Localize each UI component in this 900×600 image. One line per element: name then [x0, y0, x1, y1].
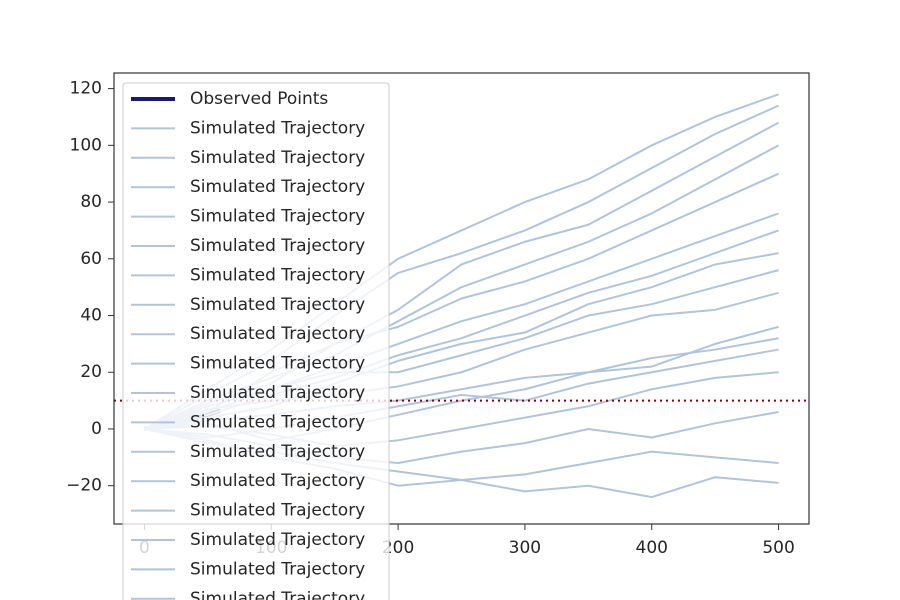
legend-label: Simulated Trajectory [190, 295, 365, 315]
legend-label: Simulated Trajectory [190, 559, 365, 579]
legend-label: Simulated Trajectory [190, 148, 365, 168]
legend-label: Simulated Trajectory [190, 324, 365, 344]
legend-label: Simulated Trajectory [190, 471, 365, 491]
legend-label: Simulated Trajectory [190, 412, 365, 432]
x-tick-label: 300 [509, 538, 541, 558]
y-tick-label: 20 [80, 362, 102, 382]
y-tick-label: 80 [80, 192, 102, 212]
legend-box [122, 82, 390, 600]
legend-label: Simulated Trajectory [190, 207, 365, 227]
y-tick-label: 120 [70, 79, 102, 99]
y-tick-label: 0 [91, 419, 102, 439]
legend-label: Simulated Trajectory [190, 354, 365, 374]
axes-frame [113, 72, 810, 525]
legend-label: Simulated Trajectory [190, 236, 365, 256]
y-tick-label: 60 [80, 249, 102, 269]
y-tick-label: 100 [70, 135, 102, 155]
legend-label: Simulated Trajectory [190, 501, 365, 521]
legend-label: Simulated Trajectory [190, 265, 365, 285]
legend-label: Simulated Trajectory [190, 589, 365, 600]
x-tick-label: 500 [762, 538, 794, 558]
legend-label: Simulated Trajectory [190, 530, 365, 550]
legend-label: Simulated Trajectory [190, 442, 365, 462]
x-tick-label: 400 [636, 538, 668, 558]
legend-label: Observed Points [190, 89, 328, 109]
legend-label: Simulated Trajectory [190, 177, 365, 197]
x-tick-label: 200 [382, 538, 414, 558]
legend-label: Simulated Trajectory [190, 118, 365, 138]
y-tick-label: 40 [80, 306, 102, 326]
y-tick-label: −20 [66, 476, 102, 496]
legend-label: Simulated Trajectory [190, 383, 365, 403]
